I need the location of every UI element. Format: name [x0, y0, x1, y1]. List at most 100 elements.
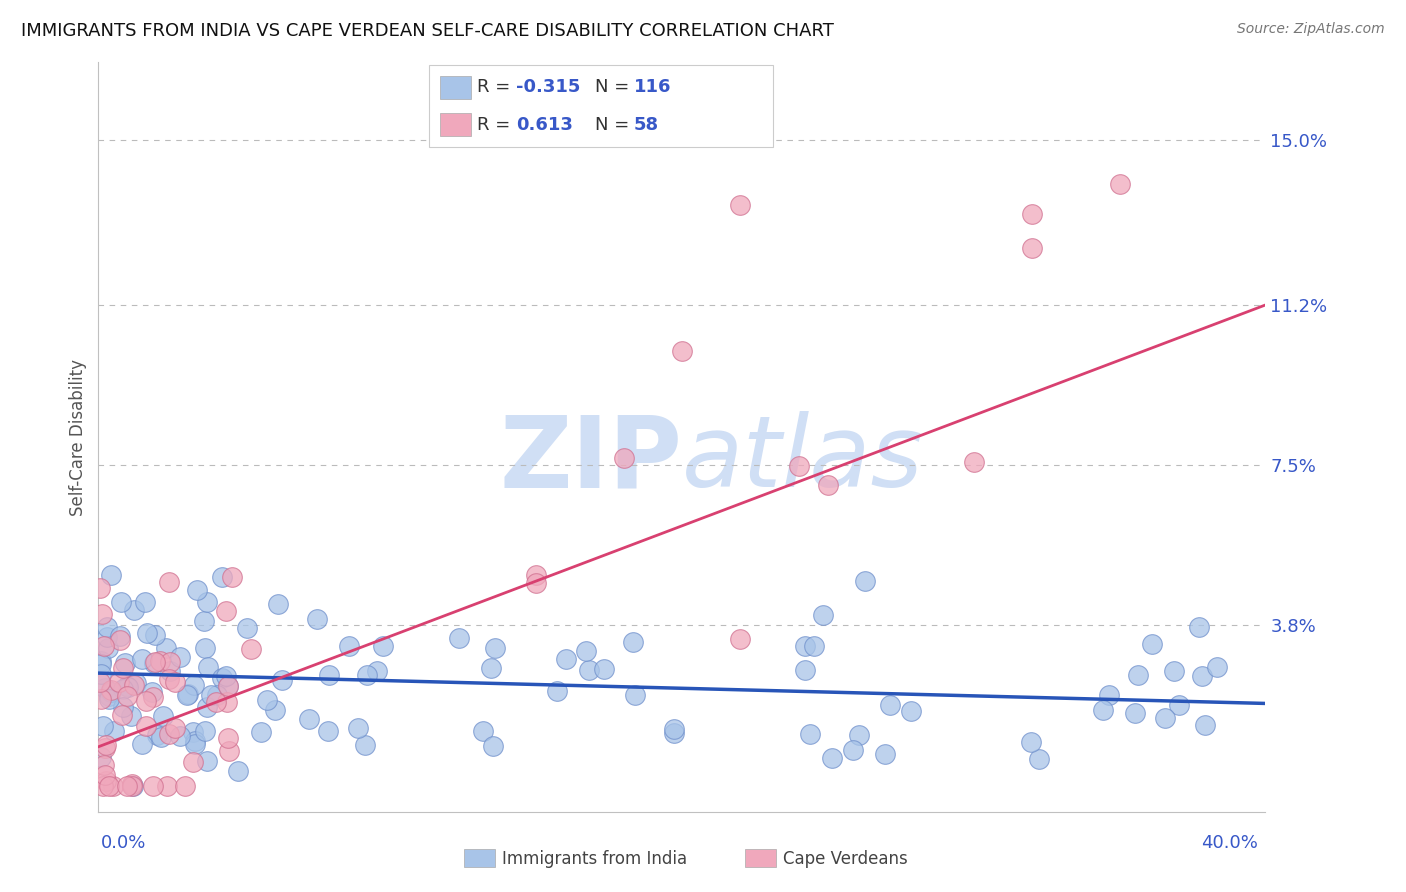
Point [195, 595, 218, 609]
Point [195, 700, 218, 714]
Text: 40.0%: 40.0% [1202, 834, 1258, 852]
Point [174, 779, 197, 793]
Point [811, 608, 834, 623]
Point [96, 631, 118, 645]
Point [799, 726, 821, 740]
Point [356, 668, 378, 682]
Point [479, 661, 502, 675]
Point [91, 779, 114, 793]
Point [554, 652, 576, 666]
Text: ZIP: ZIP [499, 411, 682, 508]
Point [471, 723, 494, 738]
Point [100, 682, 122, 697]
Point [117, 679, 139, 693]
Point [117, 681, 139, 695]
Point [1206, 660, 1229, 674]
Point [842, 743, 865, 757]
Text: 0.0%: 0.0% [101, 834, 146, 852]
Point [122, 678, 145, 692]
Point [821, 750, 844, 764]
Point [1098, 688, 1121, 702]
Point [817, 478, 839, 492]
Point [337, 639, 360, 653]
Point [1194, 718, 1216, 732]
Point [1168, 698, 1191, 712]
Point [184, 734, 207, 748]
Point [94, 774, 117, 789]
Point [1153, 711, 1175, 725]
Point [671, 344, 693, 359]
Point [142, 779, 165, 793]
Point [108, 675, 131, 690]
Point [157, 672, 180, 686]
Point [794, 663, 817, 677]
Point [197, 660, 219, 674]
Point [662, 722, 685, 736]
Point [112, 700, 135, 714]
Text: Source: ZipAtlas.com: Source: ZipAtlas.com [1237, 22, 1385, 37]
Point [803, 639, 825, 653]
Text: 116: 116 [634, 78, 672, 96]
Point [142, 690, 165, 705]
Point [346, 721, 368, 735]
Point [853, 574, 876, 588]
Text: IMMIGRANTS FROM INDIA VS CAPE VERDEAN SELF-CARE DISABILITY CORRELATION CHART: IMMIGRANTS FROM INDIA VS CAPE VERDEAN SE… [21, 22, 834, 40]
Point [318, 668, 340, 682]
Point [103, 724, 125, 739]
Point [578, 663, 600, 677]
Point [135, 719, 157, 733]
Point [240, 641, 263, 656]
Point [135, 694, 157, 708]
Point [131, 737, 153, 751]
Point [93, 719, 115, 733]
Point [93, 681, 115, 695]
Point [1188, 620, 1211, 634]
Point [524, 576, 547, 591]
Point [90, 654, 112, 668]
Point [169, 650, 191, 665]
Point [226, 764, 249, 778]
Point [97, 779, 120, 793]
Point [141, 685, 163, 699]
Point [1021, 207, 1043, 221]
Point [135, 626, 157, 640]
Point [183, 678, 205, 692]
Point [163, 722, 186, 736]
Text: R =: R = [477, 116, 522, 134]
Point [267, 597, 290, 611]
Point [207, 688, 229, 702]
Point [730, 632, 752, 647]
Point [90, 657, 112, 672]
Point [121, 777, 143, 791]
Point [200, 688, 222, 702]
Point [157, 575, 180, 590]
Point [93, 758, 115, 772]
Point [612, 451, 634, 466]
Point [100, 684, 122, 698]
Point [98, 689, 121, 703]
Point [623, 689, 645, 703]
Point [155, 640, 177, 655]
Point [117, 779, 139, 793]
Point [270, 673, 292, 687]
Point [143, 656, 166, 670]
Point [110, 595, 132, 609]
Point [121, 779, 143, 793]
Point [93, 639, 115, 653]
Point [125, 675, 148, 690]
Point [156, 779, 179, 793]
Point [962, 455, 984, 469]
Point [1140, 637, 1163, 651]
Point [96, 620, 118, 634]
Point [211, 570, 233, 584]
Point [316, 723, 339, 738]
Point [111, 661, 134, 675]
Point [662, 726, 685, 740]
Point [217, 731, 239, 745]
Point [114, 656, 136, 670]
Point [91, 607, 114, 621]
Point [205, 695, 228, 709]
Point [159, 655, 181, 669]
Text: R =: R = [477, 78, 516, 96]
Point [218, 679, 240, 693]
